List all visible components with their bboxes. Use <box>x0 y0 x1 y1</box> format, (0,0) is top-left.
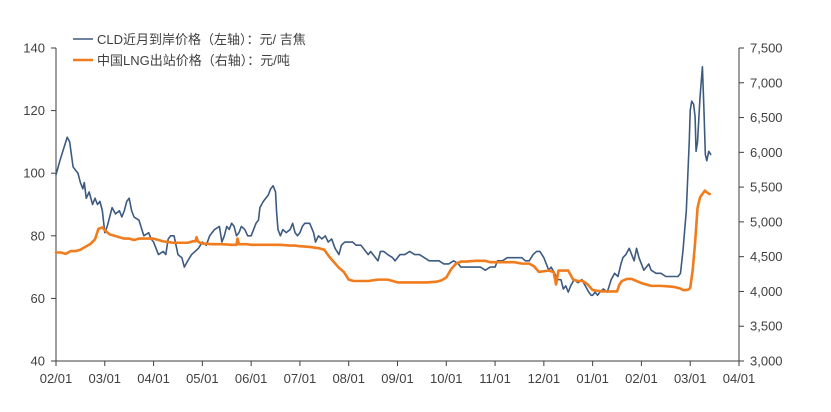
left-tick-label: 100 <box>23 166 45 181</box>
left-tick-label: 140 <box>23 41 45 56</box>
x-tick-label: 01/01 <box>576 371 609 386</box>
x-tick-label: 11/01 <box>479 371 511 386</box>
left-tick-label: 60 <box>31 291 45 306</box>
x-tick-label: 02/01 <box>40 371 73 386</box>
right-tick-label: 6,000 <box>750 145 783 160</box>
x-tick-label: 04/01 <box>137 371 170 386</box>
cld-price-line <box>55 65 712 297</box>
right-tick-label: 7,500 <box>750 41 783 56</box>
left-tick-label: 40 <box>31 354 45 369</box>
lng-price-line <box>54 189 712 293</box>
x-tick-label: 02/01 <box>625 371 658 386</box>
left-y-axis: 40 60 80 100 120 140 <box>23 41 57 369</box>
x-tick-label: 12/01 <box>528 371 561 386</box>
legend-label: 中国LNG出站价格（右轴）：元/吨 <box>97 53 290 68</box>
right-tick-label: 4,500 <box>750 249 783 264</box>
x-tick-label: 09/01 <box>381 371 414 386</box>
right-tick-label: 5,500 <box>750 180 783 195</box>
x-tick-label: 08/01 <box>332 371 365 386</box>
x-axis: 02/01 03/01 04/01 05/01 06/01 07/01 08/01 09/01… <box>40 360 756 386</box>
x-tick-label: 07/01 <box>284 371 317 386</box>
x-tick-label: 04/01 <box>723 371 756 386</box>
left-tick-label: 80 <box>31 228 45 243</box>
x-tick-label: 03/01 <box>674 371 707 386</box>
x-tick-label: 10/01 <box>430 371 463 386</box>
right-tick-label: 3,000 <box>750 354 783 369</box>
x-tick-label: 06/01 <box>235 371 268 386</box>
x-tick-label: 05/01 <box>186 371 219 386</box>
right-tick-label: 5,000 <box>750 214 783 229</box>
x-tick-label: 03/01 <box>89 371 122 386</box>
right-tick-label: 6,500 <box>750 110 783 125</box>
right-tick-label: 3,500 <box>750 319 783 334</box>
left-tick-label: 120 <box>23 103 45 118</box>
right-y-axis: 3,000 3,500 4,000 4,500 5,000 5,500 6,000 6,500… <box>738 41 783 369</box>
right-tick-label: 4,000 <box>750 284 783 299</box>
legend-label: CLD近月到岸价格（左轴）：元/ 吉焦 <box>97 32 306 47</box>
right-tick-label: 7,000 <box>750 75 783 90</box>
series-lines <box>54 65 712 297</box>
